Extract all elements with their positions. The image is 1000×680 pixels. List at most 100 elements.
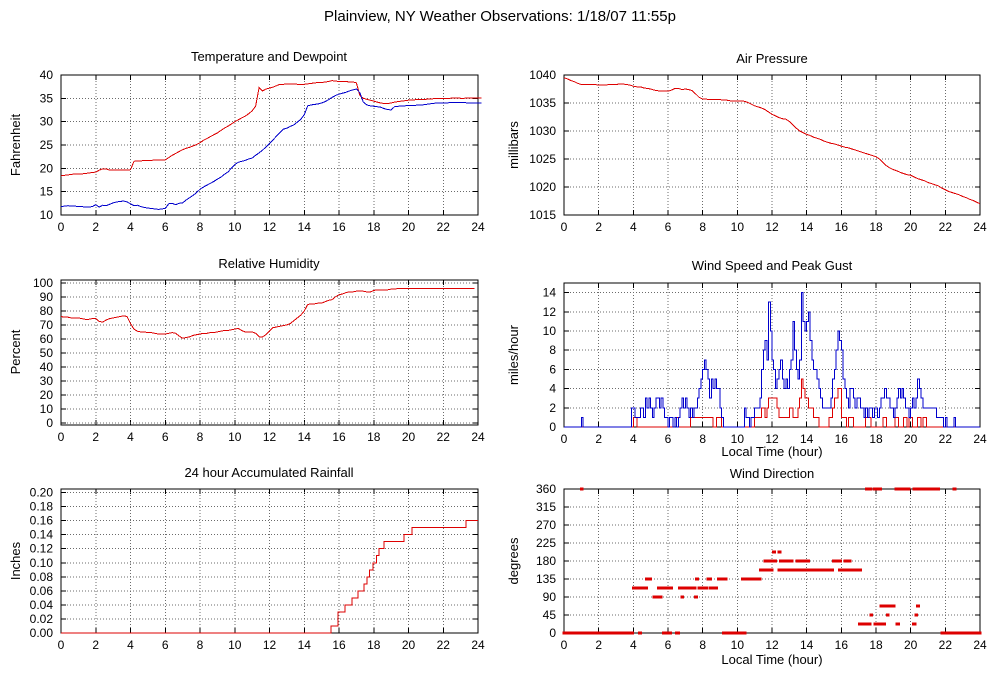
y-tick-label: 90 [543, 590, 557, 604]
x-tick-label: 4 [127, 638, 134, 652]
x-tick-label: 22 [939, 220, 953, 234]
series-accumulated-rainfall [61, 520, 478, 634]
x-tick-label: 8 [699, 638, 706, 652]
y-tick-label: 1015 [529, 208, 556, 222]
y-tick-label: 4 [549, 382, 556, 396]
y-tick-label: 2 [549, 401, 556, 415]
chart-rainfall: 0 2 4 6 8 10 12 14 16 18 20 22 240.000.020.040.060.0… [8, 465, 485, 652]
x-tick-label: 24 [471, 220, 485, 234]
y-tick-label: 0.10 [30, 556, 54, 570]
chart-relative-humidity: 0 2 4 6 8 10 12 14 16 18 20 22 240102030405060708090… [8, 256, 485, 444]
x-tick-label: 4 [127, 430, 134, 444]
x-tick-label: 8 [699, 432, 706, 446]
x-tick-label: 24 [973, 432, 987, 446]
x-tick-label: 16 [332, 220, 346, 234]
x-tick-label: 20 [402, 638, 416, 652]
y-tick-label: 14 [543, 286, 557, 300]
x-tick-label: 0 [58, 220, 65, 234]
y-axis-label: degrees [506, 537, 521, 584]
x-axis-label: Local Time (hour) [721, 444, 822, 459]
x-tick-label: 10 [228, 430, 242, 444]
y-tick-label: 270 [536, 518, 556, 532]
chart-temperature-dewpoint: 0 2 4 6 8 10 12 14 16 18 20 22 2410152025303540Tempe… [8, 49, 485, 234]
y-tick-label: 35 [40, 91, 54, 105]
y-tick-label: 40 [40, 68, 54, 82]
x-tick-label: 2 [92, 430, 99, 444]
y-tick-label: 360 [536, 482, 556, 496]
x-tick-label: 18 [869, 432, 883, 446]
y-axis-label: miles/hour [506, 324, 521, 385]
x-tick-label: 22 [939, 432, 953, 446]
x-tick-label: 0 [58, 638, 65, 652]
x-tick-label: 8 [197, 638, 204, 652]
x-axis-label: Local Time (hour) [721, 652, 822, 667]
y-tick-label: 0 [549, 420, 556, 434]
x-tick-label: 8 [197, 430, 204, 444]
series-humidity [60, 287, 475, 339]
y-tick-label: 80 [40, 304, 54, 318]
x-tick-label: 0 [58, 430, 65, 444]
x-tick-label: 12 [263, 430, 277, 444]
y-tick-label: 30 [40, 115, 54, 129]
y-tick-label: 1020 [529, 180, 556, 194]
x-tick-label: 12 [765, 220, 779, 234]
y-tick-label: 45 [543, 608, 557, 622]
x-tick-label: 20 [402, 220, 416, 234]
x-tick-label: 2 [92, 220, 99, 234]
y-tick-label: 10 [40, 402, 54, 416]
x-tick-label: 10 [228, 220, 242, 234]
x-tick-label: 22 [437, 430, 451, 444]
x-tick-label: 16 [332, 638, 346, 652]
x-tick-label: 14 [800, 432, 814, 446]
x-tick-label: 20 [402, 430, 416, 444]
chart-title: Wind Speed and Peak Gust [692, 258, 853, 273]
series-dewpoint [60, 88, 482, 210]
x-tick-label: 24 [973, 220, 987, 234]
chart-title: 24 hour Accumulated Rainfall [184, 465, 353, 480]
x-tick-label: 24 [973, 638, 987, 652]
x-tick-label: 24 [471, 430, 485, 444]
y-tick-label: 8 [549, 343, 556, 357]
x-tick-label: 16 [835, 432, 849, 446]
series-temperature [60, 80, 482, 177]
x-tick-label: 2 [92, 638, 99, 652]
x-tick-label: 16 [835, 220, 849, 234]
y-tick-label: 0.00 [30, 626, 54, 640]
x-tick-label: 20 [904, 220, 918, 234]
y-axis-label: Percent [8, 329, 23, 374]
y-tick-label: 315 [536, 500, 556, 514]
x-tick-label: 6 [665, 220, 672, 234]
x-tick-label: 2 [595, 432, 602, 446]
y-tick-label: 0.16 [30, 514, 54, 528]
page-title: Plainview, NY Weather Observations: 1/18… [324, 8, 676, 25]
y-tick-label: 15 [40, 185, 54, 199]
x-tick-label: 22 [437, 220, 451, 234]
y-tick-label: 70 [40, 318, 54, 332]
chart-title: Wind Direction [730, 466, 815, 481]
x-tick-label: 2 [595, 220, 602, 234]
x-tick-label: 8 [699, 220, 706, 234]
x-tick-label: 14 [800, 220, 814, 234]
x-tick-label: 0 [561, 220, 568, 234]
series-pressure [563, 77, 981, 205]
x-tick-label: 0 [561, 638, 568, 652]
series-wind-speed [564, 378, 980, 428]
x-tick-label: 20 [904, 638, 918, 652]
y-tick-label: 12 [543, 305, 557, 319]
x-tick-label: 10 [731, 432, 745, 446]
chart-wind-direction: 0 2 4 6 8 10 12 14 16 18 20 22 240459013518022527031… [506, 466, 987, 667]
y-tick-label: 0 [46, 416, 53, 430]
x-tick-label: 18 [367, 638, 381, 652]
y-tick-label: 1040 [529, 68, 556, 82]
y-tick-label: 25 [40, 138, 54, 152]
x-tick-label: 22 [437, 638, 451, 652]
y-axis-label: Fahrenheit [8, 114, 23, 177]
series-peak-gust [564, 292, 980, 428]
y-tick-label: 0.02 [30, 612, 54, 626]
y-tick-label: 20 [40, 388, 54, 402]
x-tick-label: 14 [298, 220, 312, 234]
